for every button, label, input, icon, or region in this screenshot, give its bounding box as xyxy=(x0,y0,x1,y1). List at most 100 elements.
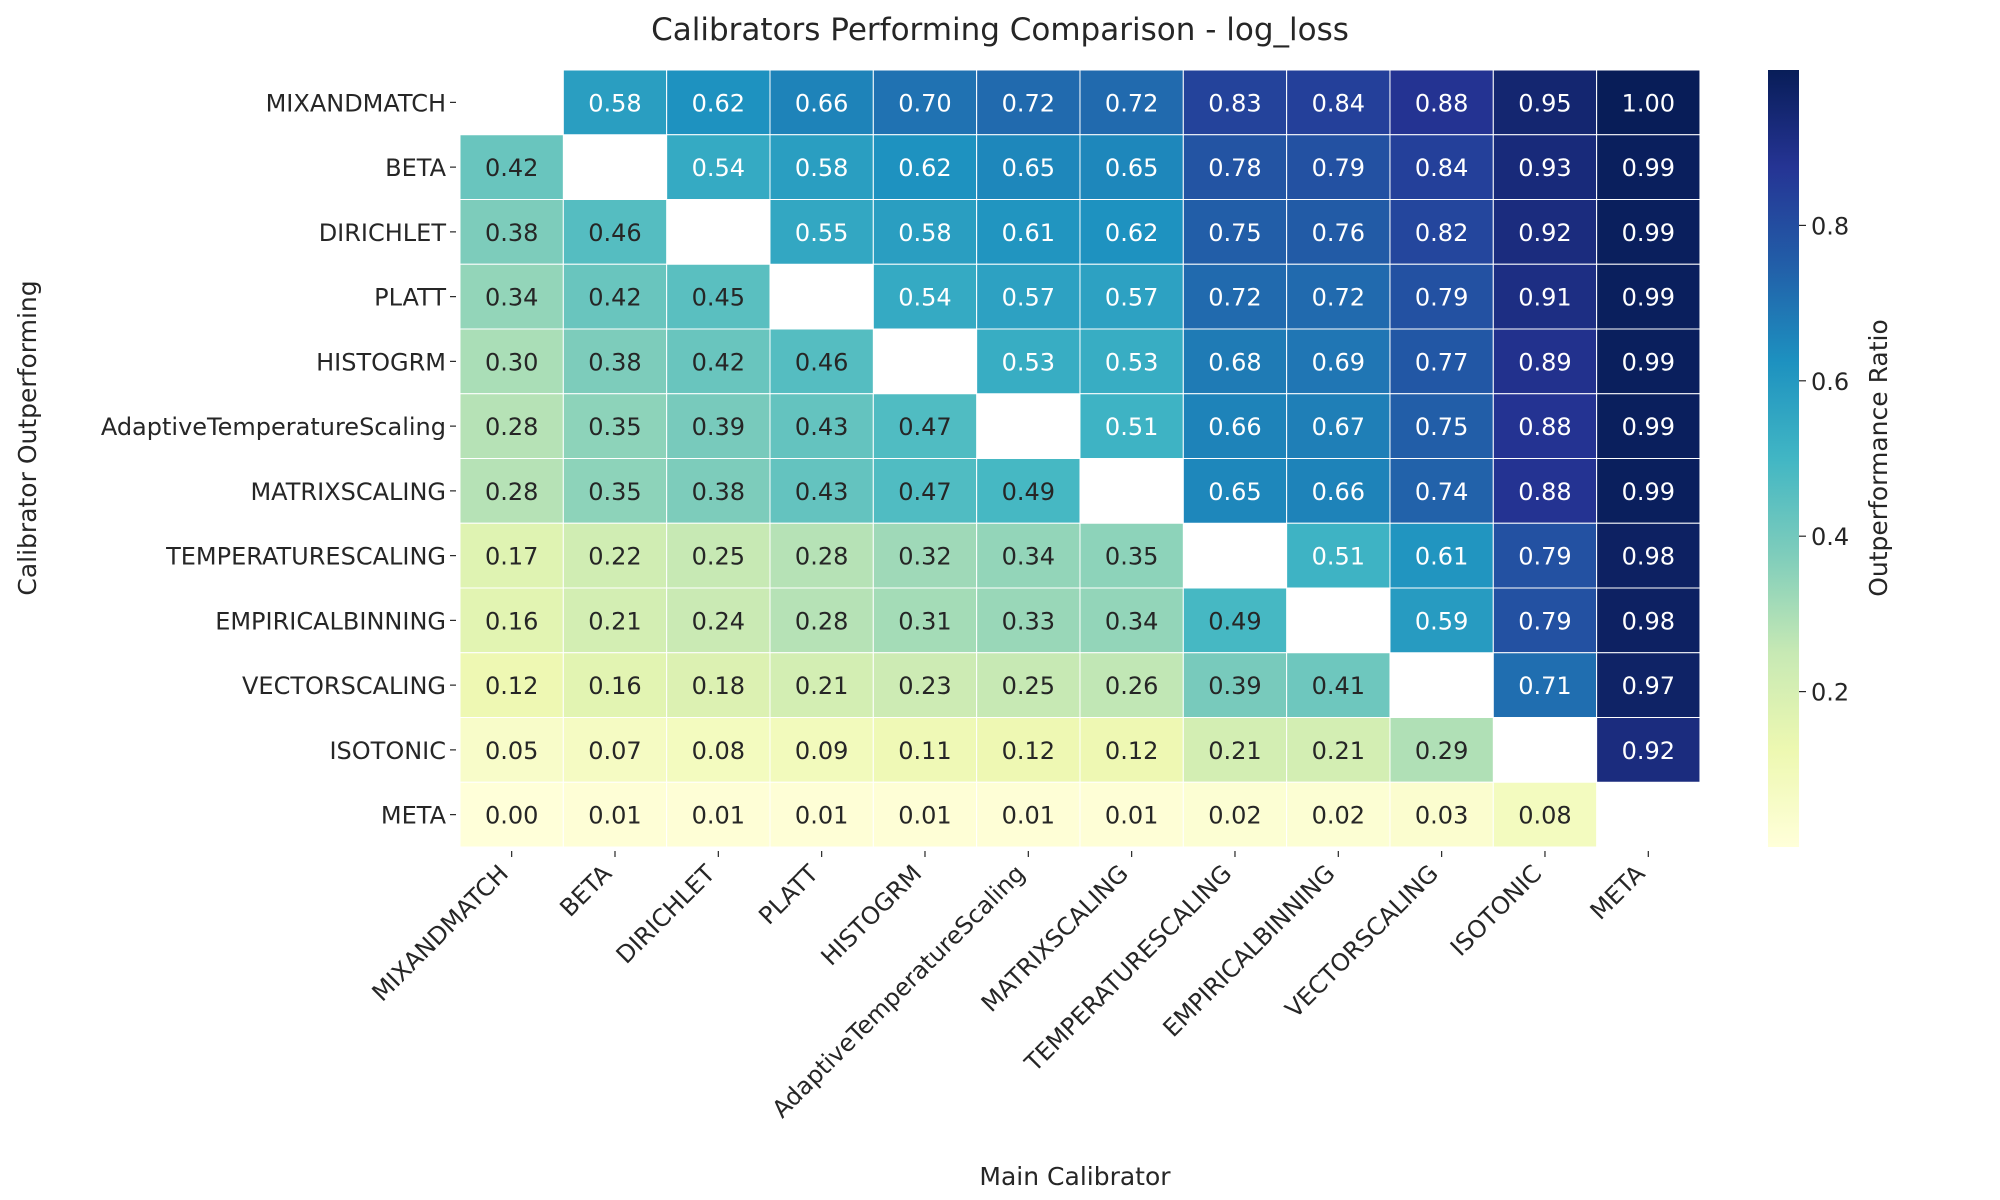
heatmap-cell xyxy=(1389,717,1494,783)
heatmap-cell xyxy=(872,522,978,589)
colorbar-ticks: 0.2 0.4 0.6 0.8 xyxy=(1799,212,1849,707)
cell-value-label: 0.72 xyxy=(1002,89,1055,117)
cell-value-label: 0.99 xyxy=(1622,478,1675,506)
cell-value-label: 0.08 xyxy=(692,737,745,765)
cell-value-label: 0.45 xyxy=(692,284,745,312)
cell-value-label: 0.21 xyxy=(1208,737,1261,765)
heatmap-cell xyxy=(1596,587,1701,654)
heatmap-cell xyxy=(1389,134,1494,200)
heatmap-cell xyxy=(976,328,1081,395)
heatmap-cell xyxy=(1596,652,1701,718)
cell-value-label: 0.39 xyxy=(692,413,745,441)
heatmap-cell xyxy=(459,458,564,524)
heatmap-cell xyxy=(872,717,978,783)
cell-value-label: 0.42 xyxy=(588,284,641,312)
heatmap-cell xyxy=(666,652,771,718)
heatmap-cell xyxy=(1596,458,1701,524)
cell-value-label: 0.38 xyxy=(692,478,745,506)
cell-value-label: 0.28 xyxy=(795,543,848,571)
cell-value-label: 0.26 xyxy=(1105,672,1158,700)
cell-value-label: 0.57 xyxy=(1002,284,1055,312)
heatmap-cell xyxy=(1492,587,1598,654)
cell-value-label: 0.62 xyxy=(692,89,745,117)
cell-value-label: 0.65 xyxy=(1002,154,1055,182)
cell-value-label: 0.12 xyxy=(485,672,538,700)
heatmap-cell xyxy=(1492,69,1598,136)
heatmap-cell xyxy=(459,587,564,654)
heatmap-cell xyxy=(1182,717,1288,783)
heatmap-cell xyxy=(1596,134,1701,200)
heatmap-cell xyxy=(1079,781,1184,848)
heatmap-cell xyxy=(1492,522,1598,589)
heatmap-cell xyxy=(562,522,668,589)
cell-value-label: 0.79 xyxy=(1518,543,1571,571)
cell-value-label: 0.75 xyxy=(1415,413,1468,441)
cell-value-label: 0.55 xyxy=(795,219,848,247)
cell-value-label: 0.22 xyxy=(588,543,641,571)
cell-value-label: 0.61 xyxy=(1002,219,1055,247)
y-tick-label: EMPIRICALBINNING xyxy=(215,607,446,635)
heatmap-cell xyxy=(976,717,1081,783)
y-tick-label: VECTORSCALING xyxy=(242,672,446,700)
cell-value-label: 0.92 xyxy=(1518,219,1571,247)
cell-value-label: 0.66 xyxy=(1208,413,1261,441)
heatmap-cell xyxy=(1596,717,1701,783)
y-tick-label: AdaptiveTemperatureScaling xyxy=(101,413,446,441)
cell-value-label: 0.01 xyxy=(795,802,848,830)
x-tick-label: ISOTONIC xyxy=(1445,859,1547,961)
heatmap-cell xyxy=(666,134,771,200)
heatmap-cell xyxy=(562,263,668,330)
cell-value-label: 0.67 xyxy=(1312,413,1365,441)
cell-value-label: 0.89 xyxy=(1518,348,1571,376)
heatmap-cell xyxy=(1596,69,1701,136)
heatmap-cell xyxy=(1286,781,1391,848)
heatmap-cell xyxy=(1596,522,1701,589)
heatmap-cell xyxy=(666,717,771,783)
cell-value-label: 0.21 xyxy=(588,607,641,635)
cell-value-label: 0.88 xyxy=(1415,89,1468,117)
heatmap-cell xyxy=(872,781,978,848)
chart-title: Calibrators Performing Comparison - log_… xyxy=(651,12,1349,48)
cell-value-label: 0.82 xyxy=(1415,219,1468,247)
y-tick-label: DIRICHLET xyxy=(319,219,447,247)
heatmap-cell xyxy=(666,328,771,395)
heatmap-cell xyxy=(1492,134,1598,200)
cell-value-label: 0.84 xyxy=(1312,89,1365,117)
cell-value-label: 0.12 xyxy=(1105,737,1158,765)
heatmap-cell xyxy=(976,69,1081,136)
heatmap-cell xyxy=(1389,587,1494,654)
heatmap-cell xyxy=(459,393,564,459)
heatmap-cell xyxy=(666,458,771,524)
cell-value-label: 0.99 xyxy=(1622,348,1675,376)
heatmap-cell xyxy=(1286,458,1391,524)
cell-value-label: 0.61 xyxy=(1415,543,1468,571)
heatmap-cell xyxy=(1079,134,1184,200)
heatmap-cell xyxy=(1182,134,1288,200)
heatmap-cell xyxy=(562,717,668,783)
x-tick-label: TEMPERATURESCALING xyxy=(1019,859,1237,1077)
cell-value-label: 0.99 xyxy=(1622,284,1675,312)
cell-value-label: 0.97 xyxy=(1622,672,1675,700)
heatmap-cell xyxy=(1079,199,1184,265)
cell-value-label: 0.84 xyxy=(1415,154,1468,182)
colorbar-label: Outperformance Ratio xyxy=(1864,319,1893,597)
cell-value-label: 0.33 xyxy=(1002,607,1055,635)
cell-value-label: 0.54 xyxy=(898,284,951,312)
heatmap-cell xyxy=(1286,69,1391,136)
heatmap-cell xyxy=(459,781,564,848)
cell-value-label: 0.65 xyxy=(1105,154,1158,182)
cell-value-label: 0.07 xyxy=(588,737,641,765)
cell-value-label: 0.16 xyxy=(588,672,641,700)
cell-value-label: 1.00 xyxy=(1622,89,1675,117)
cell-value-label: 0.72 xyxy=(1105,89,1158,117)
cell-value-label: 0.59 xyxy=(1415,607,1468,635)
heatmap-cell xyxy=(769,393,874,459)
heatmap-cell xyxy=(1182,199,1288,265)
heatmap-cell xyxy=(976,199,1081,265)
heatmap-cell xyxy=(976,587,1081,654)
heatmap-cell xyxy=(1286,652,1391,718)
cell-value-label: 0.98 xyxy=(1622,607,1675,635)
y-tick-label: TEMPERATURESCALING xyxy=(165,543,446,571)
cell-value-label: 0.35 xyxy=(588,413,641,441)
cell-value-label: 0.99 xyxy=(1622,154,1675,182)
